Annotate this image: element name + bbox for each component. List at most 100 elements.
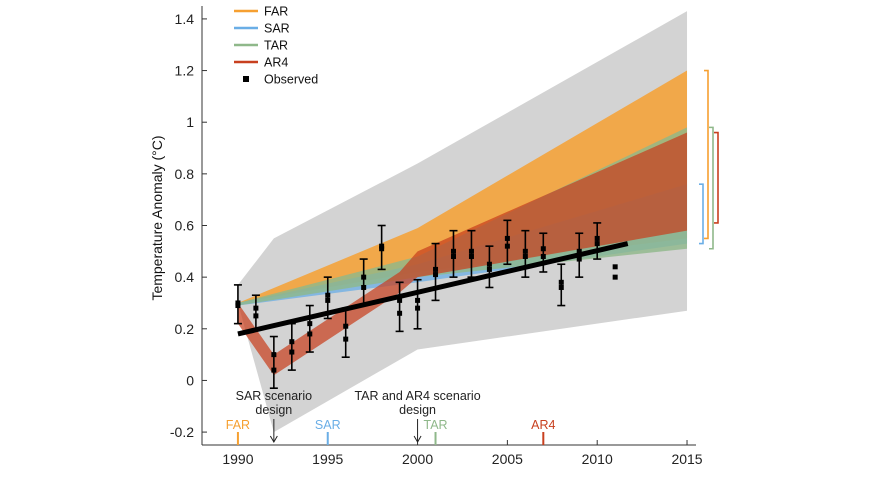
observed-point — [450, 253, 456, 259]
observed-point — [415, 297, 421, 303]
legend-item-sar: SAR — [234, 22, 290, 36]
legend-label: Observed — [264, 73, 318, 87]
report-marker-label: TAR — [423, 418, 447, 432]
observed-point — [235, 303, 241, 309]
observed-point — [271, 352, 277, 358]
legend-label: AR4 — [264, 56, 288, 70]
y-tick-label: 1.2 — [175, 63, 195, 79]
observed-point — [379, 246, 385, 252]
observed-point — [504, 235, 510, 241]
observed-point — [253, 305, 259, 311]
observed-errorbar — [467, 229, 476, 278]
observed-point — [271, 367, 277, 373]
observed-point — [504, 243, 510, 249]
observed-errorbar — [359, 258, 368, 307]
annotation-text: TAR and AR4 scenario — [354, 389, 480, 403]
observed-point — [325, 292, 331, 298]
report-marker-far: FAR — [226, 418, 250, 445]
observed-point — [468, 253, 474, 259]
annotation-text: design — [255, 403, 292, 417]
observed-point — [397, 297, 403, 303]
y-tick-label: 1.4 — [175, 11, 195, 27]
observed-point — [558, 279, 564, 285]
observed-errorbar — [557, 263, 566, 307]
observed-point — [540, 253, 546, 259]
observed-point — [540, 246, 546, 252]
observed-point — [343, 336, 349, 342]
observed-point — [397, 310, 403, 316]
observed-errorbar — [449, 229, 458, 278]
report-marker-ar4: AR4 — [531, 418, 556, 445]
legend-marker — [243, 76, 249, 82]
observed-point — [343, 323, 349, 329]
x-tick-label: 2005 — [492, 451, 523, 467]
y-tick-label: 0.4 — [175, 269, 195, 285]
observed-point — [253, 313, 259, 319]
observed-point — [433, 272, 439, 278]
observed-point — [468, 248, 474, 254]
annotation-text: SAR scenario — [236, 389, 312, 403]
observed-errorbar — [341, 307, 350, 359]
bracket-ar4 — [714, 131, 719, 224]
x-tick-label: 1995 — [312, 451, 343, 467]
legend-item-tar: TAR — [234, 39, 288, 53]
observed-point — [522, 248, 528, 254]
observed-point — [594, 235, 600, 241]
legend-label: FAR — [264, 5, 288, 19]
annotation-arrow-head — [413, 435, 422, 443]
observed-point — [361, 284, 367, 290]
observed-point — [289, 339, 295, 345]
observed-errorbar — [539, 232, 548, 273]
projection-brackets — [699, 69, 719, 250]
observed-point — [558, 284, 564, 290]
y-tick-label: 0.2 — [175, 321, 195, 337]
observed-point — [361, 274, 367, 280]
observed-errorbar — [323, 276, 332, 320]
observed-errorbar — [413, 278, 422, 330]
observed-series — [233, 219, 618, 389]
observed-errorbar — [431, 242, 440, 302]
observed-errorbar — [251, 294, 260, 330]
legend-label: TAR — [264, 39, 288, 53]
observed-point — [576, 248, 582, 254]
observed-point — [594, 241, 600, 247]
y-tick-label: 0.8 — [175, 166, 195, 182]
report-marker-label: AR4 — [531, 418, 555, 432]
observed-point — [576, 256, 582, 262]
observed-errorbar — [521, 229, 530, 278]
x-tick-label: 2010 — [582, 451, 613, 467]
observed-point — [415, 305, 421, 311]
observed-point — [433, 266, 439, 272]
observed-errorbar — [395, 281, 404, 333]
x-tick-label: 1990 — [222, 451, 253, 467]
observed-point — [486, 261, 492, 267]
observed-point — [612, 274, 618, 280]
report-marker-tar: TAR — [423, 418, 448, 445]
observed-errorbar — [503, 219, 512, 266]
observed-point — [379, 243, 385, 249]
observed-point — [450, 248, 456, 254]
observed-point — [486, 266, 492, 272]
legend-label: SAR — [264, 22, 290, 36]
observed-point — [307, 331, 313, 337]
y-tick-label: 0 — [186, 372, 194, 388]
bracket-far — [704, 69, 709, 240]
legend-item-far: FAR — [234, 5, 288, 19]
observed-point — [235, 300, 241, 306]
band-ar4 — [237, 132, 688, 376]
report-marker-label: SAR — [315, 418, 341, 432]
legend: FAR SAR TAR AR4 Observed — [234, 5, 318, 87]
bracket-sar — [699, 183, 704, 245]
observed-point — [289, 349, 295, 355]
axes: -0.2 0 0.2 0.4 0.6 0.8 1 1.2 1.4 1990 1995 2000 2005… — [170, 6, 703, 467]
y-tick-label: 0.6 — [175, 218, 195, 234]
observed-errorbar — [269, 335, 278, 389]
observed-errorbar — [305, 304, 314, 353]
annotation-text: design — [399, 403, 436, 417]
observed-point — [522, 253, 528, 259]
y-tick-label: -0.2 — [170, 424, 194, 440]
